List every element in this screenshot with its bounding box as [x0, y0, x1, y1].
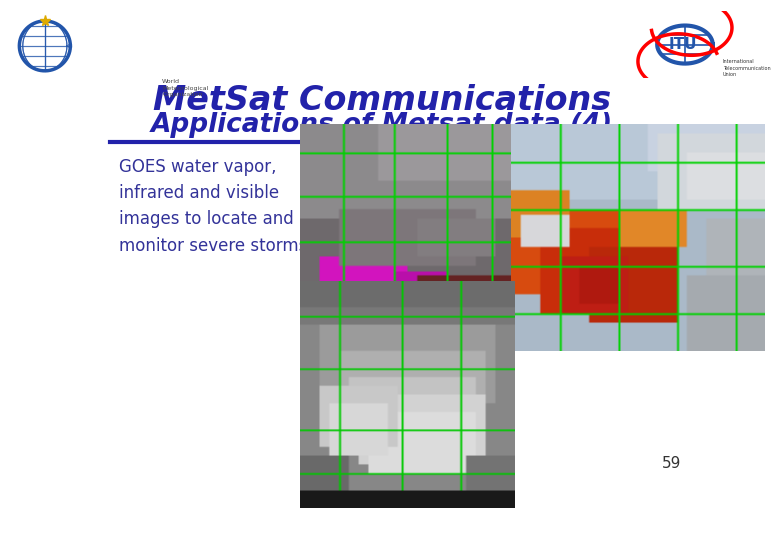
Text: ITU: ITU — [668, 37, 697, 52]
Text: MetSat Communications: MetSat Communications — [153, 84, 611, 117]
Text: Applications of Metsat data (4): Applications of Metsat data (4) — [151, 112, 612, 138]
Text: GOES water vapor,
infrared and visible
images to locate and
monitor severe storm: GOES water vapor, infrared and visible i… — [119, 158, 307, 255]
Text: World
Meteorological
Organization: World Meteorological Organization — [162, 79, 208, 97]
Text: International
Telecommunication
Union: International Telecommunication Union — [723, 59, 771, 77]
Text: 59: 59 — [661, 456, 681, 471]
